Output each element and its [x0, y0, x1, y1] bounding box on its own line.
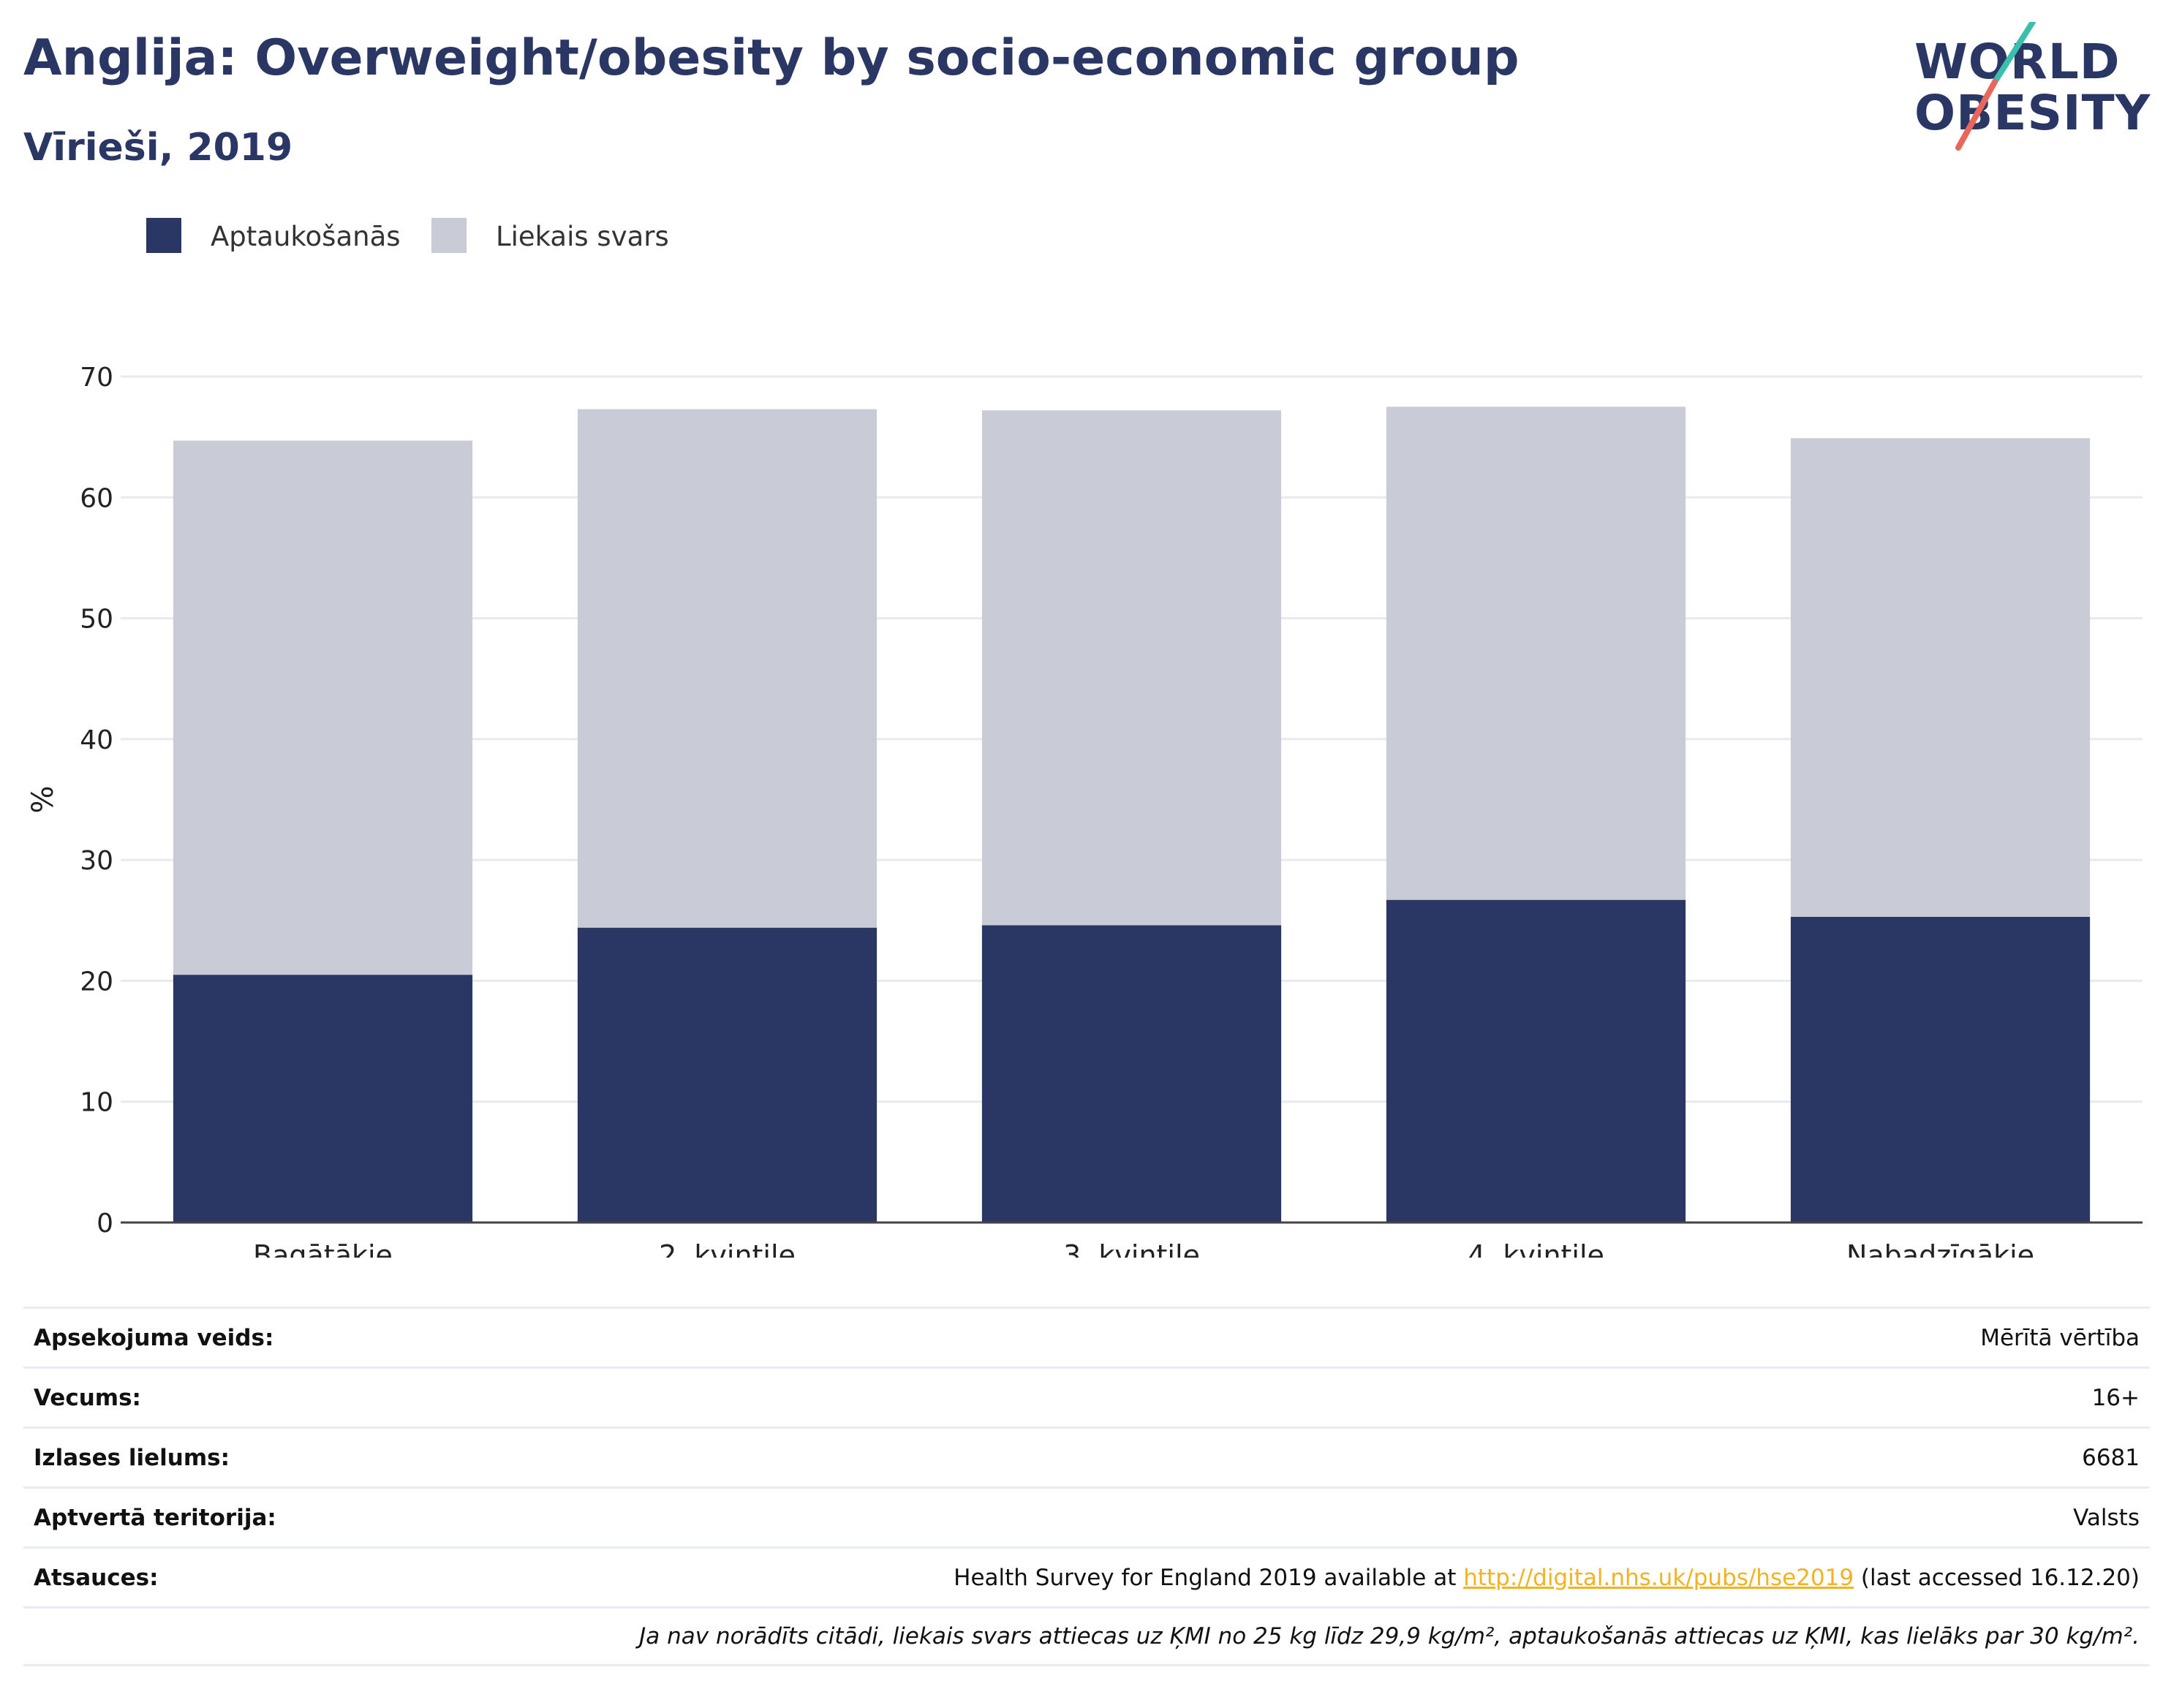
definition-note: Ja nav norādīts citādi, liekais svars at… — [639, 1623, 2140, 1650]
world-obesity-logo: WORLD OBESITY — [1909, 22, 2150, 154]
meta-label: Apsekojuma veids: — [34, 1324, 274, 1351]
bar-obesity — [981, 925, 1282, 1223]
x-category-label: 2. kvintile — [659, 1239, 796, 1258]
y-axis-ticks: 0 10 20 30 40 50 60 70 — [80, 363, 113, 1239]
source-link[interactable]: http://digital.nhs.uk/pubs/hse2019 — [1463, 1564, 1854, 1591]
bar-overweight — [173, 440, 473, 975]
logo-text-obesity: OBESITY — [1914, 85, 2151, 141]
bar-obesity — [577, 927, 877, 1223]
legend-swatch — [146, 218, 181, 253]
source-suffix: (last accessed 16.12.20) — [1854, 1564, 2140, 1591]
meta-row-coverage: Aptvertā teritorija: Valsts — [23, 1486, 2150, 1546]
meta-label: Izlases lielums: — [34, 1444, 230, 1471]
bar-overweight — [577, 409, 877, 928]
legend-label: Liekais svars — [496, 221, 669, 252]
x-category-label: 3. kvintile — [1063, 1239, 1200, 1258]
bar-overweight — [1790, 438, 2091, 917]
meta-value: Valsts — [2073, 1504, 2140, 1531]
y-tick-label: 10 — [80, 1088, 113, 1118]
meta-row-sample-size: Izlases lielums: 6681 — [23, 1427, 2150, 1486]
y-tick-label: 50 — [80, 605, 113, 635]
y-tick-label: 30 — [80, 846, 113, 876]
stacked-bar-chart: Aptaukošanās Liekais svars 0 10 20 30 40 50 60 7… — [26, 218, 2143, 1258]
y-axis-label: % — [26, 785, 60, 813]
y-tick-label: 0 — [97, 1209, 113, 1239]
logo-slash-icon — [1955, 22, 2036, 151]
meta-row-survey-type: Apsekojuma veids: Mērītā vērtība — [23, 1307, 2150, 1367]
meta-label: Aptvertā teritorija: — [34, 1504, 276, 1531]
page-subtitle: Vīrieši, 2019 — [23, 126, 293, 170]
x-category-label: Nabadzīgākie — [1846, 1239, 2034, 1258]
bar-obesity — [1386, 899, 1686, 1223]
x-category-label: Bagātākie — [253, 1239, 393, 1258]
legend-label: Aptaukošanās — [211, 221, 401, 252]
meta-value: 16+ — [2091, 1384, 2140, 1411]
page-title: Anglija: Overweight/obesity by socio-eco… — [23, 29, 1520, 87]
meta-row-age: Vecums: 16+ — [23, 1367, 2150, 1427]
bar-obesity — [173, 975, 473, 1223]
chart-bars — [121, 407, 2143, 1224]
bar-overweight — [1386, 407, 1686, 900]
x-category-label: 4. kvintile — [1468, 1239, 1604, 1258]
y-tick-label: 40 — [80, 725, 113, 755]
meta-row-definition-note: Ja nav norādīts citādi, liekais svars at… — [23, 1606, 2150, 1666]
chart-legend: Aptaukošanās Liekais svars — [146, 218, 669, 253]
bar-obesity — [1790, 916, 2091, 1223]
meta-label: Vecums: — [34, 1384, 141, 1411]
bar-overweight — [981, 410, 1282, 926]
legend-swatch — [431, 218, 467, 253]
y-tick-label: 20 — [80, 967, 113, 997]
y-tick-label: 60 — [80, 483, 113, 513]
meta-label: Atsauces: — [34, 1564, 159, 1591]
y-tick-label: 70 — [80, 363, 113, 393]
meta-value: Health Survey for England 2019 available… — [954, 1565, 2140, 1591]
source-prefix: Health Survey for England 2019 available… — [954, 1564, 1464, 1591]
meta-row-references: Atsauces: Health Survey for England 2019… — [23, 1546, 2150, 1606]
meta-value: Mērītā vērtība — [1980, 1324, 2140, 1351]
x-axis-categories: Bagātākie 2. kvintile 3. kvintile 4. kvinti… — [253, 1239, 2034, 1258]
metadata-table: Apsekojuma veids: Mērītā vērtība Vecums:… — [23, 1307, 2150, 1666]
meta-value: 6681 — [2082, 1444, 2140, 1471]
